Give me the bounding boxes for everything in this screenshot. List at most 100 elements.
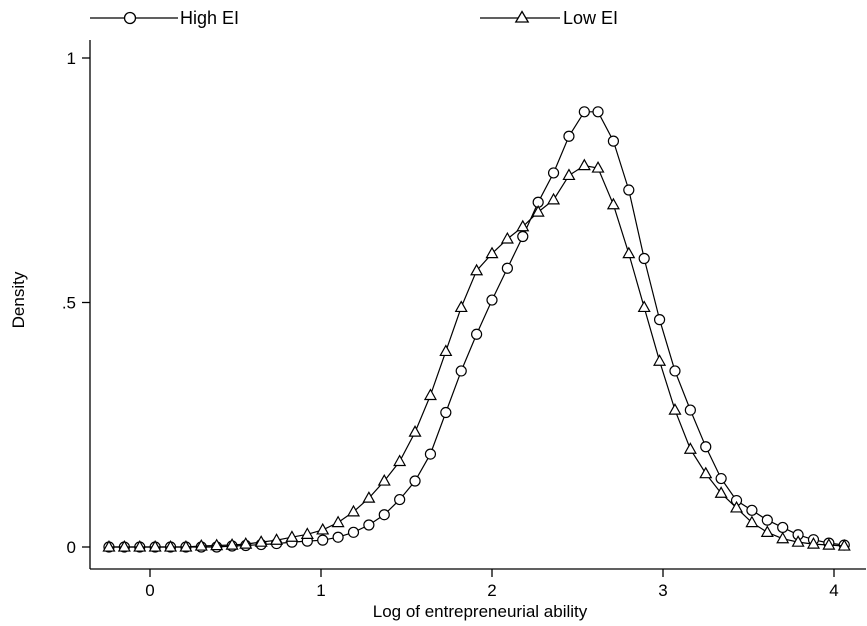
data-point-low-ei: [653, 354, 667, 366]
data-point-low-ei: [591, 160, 605, 173]
data-point-low-ei: [531, 205, 545, 217]
legend-label-high-ei: High EI: [180, 8, 239, 28]
data-point-low-ei: [210, 538, 224, 551]
data-point-low-ei: [745, 515, 759, 528]
data-point-low-ei: [362, 491, 376, 503]
y-axis-title: Density: [9, 271, 28, 328]
x-tick-label: 4: [829, 581, 838, 600]
data-point-low-ei: [270, 533, 284, 545]
data-point-low-ei: [683, 442, 697, 454]
x-ticks: 0 1 2 3 4: [145, 569, 839, 600]
data-point-low-ei: [393, 454, 407, 467]
data-point-high-ei: [653, 314, 666, 326]
data-point-low-ei: [346, 504, 361, 517]
data-point-low-ei: [837, 538, 851, 551]
legend-marker-circle-icon: [123, 11, 137, 25]
data-point-high-ei: [363, 519, 375, 531]
data-point-high-ei: [440, 406, 452, 419]
data-point-high-ei: [378, 509, 390, 521]
legend: High EI Low EI: [90, 8, 618, 28]
series-high-ei: [103, 106, 850, 553]
data-point-low-ei: [729, 500, 744, 513]
data-point-high-ei: [563, 130, 575, 142]
data-point-high-ei: [669, 365, 681, 377]
data-point-low-ei: [637, 300, 651, 313]
data-point-low-ei: [239, 537, 253, 549]
y-tick-label: 0: [67, 538, 76, 557]
legend-marker-triangle-icon: [514, 10, 530, 23]
data-point-low-ei: [300, 527, 314, 539]
series-low-ei: [102, 158, 851, 552]
data-point-low-ei: [822, 538, 836, 550]
data-point-low-ei: [470, 263, 484, 276]
data-point-low-ei: [485, 246, 499, 259]
data-point-low-ei: [516, 219, 530, 232]
data-point-high-ei: [486, 294, 498, 306]
y-tick-label: 1: [67, 49, 76, 68]
data-point-low-ei: [163, 539, 178, 552]
data-point-high-ei: [761, 514, 773, 526]
data-point-low-ei: [316, 522, 330, 535]
data-point-high-ei: [700, 441, 712, 453]
data-point-low-ei: [102, 539, 116, 552]
data-point-low-ei: [133, 539, 147, 552]
data-point-high-ei: [409, 475, 421, 487]
data-point-high-ei: [471, 328, 483, 340]
data-point-low-ei: [254, 535, 268, 547]
data-point-low-ei: [622, 246, 636, 259]
data-point-low-ei: [454, 300, 468, 313]
data-point-high-ei: [547, 167, 560, 179]
x-tick-label: 2: [487, 581, 496, 600]
data-point-low-ei: [500, 231, 514, 244]
data-point-low-ei: [285, 530, 299, 542]
data-point-high-ei: [684, 404, 696, 416]
data-point-low-ei: [179, 539, 193, 552]
data-point-high-ei: [638, 252, 650, 265]
data-point-high-ei: [592, 106, 604, 118]
data-point-low-ei: [547, 192, 561, 205]
data-point-high-ei: [777, 521, 789, 534]
data-point-low-ei: [577, 158, 591, 171]
data-point-high-ei: [715, 472, 727, 485]
y-tick-label: .5: [62, 294, 76, 313]
data-point-high-ei: [394, 493, 406, 506]
data-point-low-ei: [148, 539, 162, 552]
data-point-low-ei: [408, 425, 422, 437]
data-point-low-ei: [331, 515, 345, 528]
data-point-high-ei: [455, 365, 467, 377]
series-layer: [102, 106, 851, 553]
data-point-high-ei: [623, 184, 635, 196]
y-ticks: 0.51: [62, 49, 90, 557]
data-point-low-ei: [439, 344, 453, 357]
data-point-high-ei: [332, 531, 344, 543]
legend-item-high-ei: High EI: [90, 8, 239, 28]
data-point-high-ei: [424, 448, 437, 460]
data-point-low-ei: [377, 473, 391, 486]
data-point-low-ei: [714, 486, 728, 498]
data-point-low-ei: [699, 466, 713, 479]
data-point-low-ei: [806, 537, 821, 549]
data-point-low-ei: [668, 403, 682, 415]
legend-item-low-ei: Low EI: [480, 8, 618, 28]
x-axis-title: Log of entrepreneurial ability: [373, 602, 588, 621]
x-tick-label: 3: [658, 581, 667, 600]
data-point-high-ei: [578, 106, 590, 118]
data-point-high-ei: [746, 504, 758, 516]
data-point-high-ei: [317, 534, 329, 546]
series-line-low-ei: [109, 164, 845, 548]
data-point-low-ei: [776, 531, 790, 544]
data-point-low-ei: [225, 538, 239, 550]
data-point-low-ei: [760, 525, 774, 537]
data-point-high-ei: [607, 135, 620, 147]
data-point-low-ei: [423, 388, 437, 401]
data-point-low-ei: [791, 535, 805, 547]
x-tick-label: 0: [145, 581, 154, 600]
data-point-low-ei: [606, 197, 620, 210]
data-point-low-ei: [562, 168, 576, 181]
data-point-high-ei: [347, 526, 360, 538]
data-point-high-ei: [501, 262, 513, 274]
x-tick-label: 1: [316, 581, 325, 600]
data-point-low-ei: [194, 538, 208, 551]
data-point-high-ei: [517, 230, 529, 243]
